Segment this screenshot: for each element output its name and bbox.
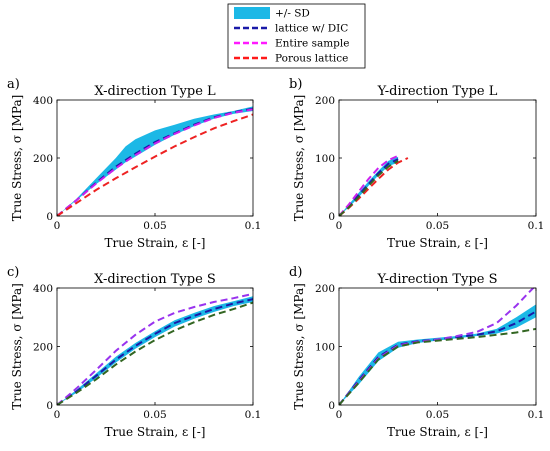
panel-label: c) — [7, 265, 19, 280]
x-tick-label: 0 — [336, 409, 343, 421]
x-tick-label: 0.05 — [143, 409, 166, 421]
plot-area — [339, 100, 536, 216]
series-line — [339, 327, 536, 405]
legend-swatch-band — [234, 7, 270, 19]
legend-label: +/- SD — [275, 8, 310, 20]
chart-panel: 0 0.05 0.1 0 200 400 X-direction Type L True St… — [7, 77, 261, 250]
panel-title: X-direction Type S — [94, 272, 216, 287]
series-line — [57, 113, 253, 216]
x-axis-label: True Strain, ε [-] — [105, 236, 206, 250]
series-line — [57, 301, 253, 405]
x-tick-label: 0.1 — [245, 220, 262, 232]
x-tick-label: 0 — [54, 220, 61, 232]
x-tick-label: 0.1 — [528, 220, 545, 232]
legend-label: Entire sample — [275, 38, 349, 50]
y-tick-label: 0 — [328, 211, 335, 223]
plot-area — [57, 100, 253, 216]
y-tick-label: 400 — [33, 95, 53, 107]
y-axis-label: True Stress, σ [MPa] — [10, 95, 24, 222]
legend-label: lattice w/ DIC — [275, 23, 348, 35]
series-line — [339, 160, 399, 216]
panel-label: d) — [289, 265, 302, 280]
sd-band — [339, 304, 536, 405]
chart-panel: 0 0.05 0.1 0 100 200 Y-direction Type L True St… — [289, 77, 544, 250]
x-tick-label: 0.1 — [528, 409, 545, 421]
chart-panels: 0 0.05 0.1 0 200 400 X-direction Type L True St… — [7, 77, 544, 439]
y-tick-label: 200 — [315, 283, 335, 295]
panel-label: b) — [289, 77, 302, 92]
panel-title: Y-direction Type S — [377, 272, 498, 287]
y-tick-label: 200 — [33, 153, 53, 165]
sd-band — [339, 156, 399, 216]
y-tick-label: 400 — [33, 283, 53, 295]
x-tick-label: 0 — [54, 409, 61, 421]
panel-title: X-direction Type L — [94, 84, 216, 99]
y-axis-label: True Stress, σ [MPa] — [292, 95, 306, 222]
y-axis-label: True Stress, σ [MPa] — [10, 283, 24, 410]
y-axis-label: True Stress, σ [MPa] — [292, 283, 306, 410]
panel-title: Y-direction Type L — [377, 84, 498, 99]
y-tick-label: 100 — [315, 153, 335, 165]
x-tick-label: 0.05 — [426, 409, 449, 421]
legend-label: Porous lattice — [275, 53, 348, 65]
x-axis-label: True Strain, ε [-] — [105, 425, 206, 439]
y-tick-label: 100 — [315, 342, 335, 354]
plot-area — [339, 288, 536, 405]
chart-panel: 0 0.05 0.1 0 200 400 X-direction Type S True St… — [7, 265, 261, 439]
x-tick-label: 0.05 — [143, 220, 166, 232]
y-tick-label: 0 — [328, 400, 335, 412]
x-tick-label: 0 — [336, 220, 343, 232]
x-tick-label: 0.05 — [426, 220, 449, 232]
x-axis-label: True Strain, ε [-] — [387, 425, 488, 439]
chart-panel: 0 0.05 0.1 0 100 200 Y-direction Type S True St… — [289, 265, 544, 439]
y-tick-label: 0 — [46, 211, 53, 223]
series-line — [57, 298, 253, 405]
legend: +/- SD lattice w/ DIC Entire sample Porous … — [227, 3, 366, 69]
panel-label: a) — [7, 77, 20, 92]
x-tick-label: 0.1 — [245, 409, 262, 421]
y-tick-label: 200 — [315, 95, 335, 107]
y-tick-label: 0 — [46, 400, 53, 412]
x-axis-label: True Strain, ε [-] — [387, 236, 488, 250]
series-line — [57, 108, 253, 216]
y-tick-label: 200 — [33, 342, 53, 354]
series-line — [339, 154, 399, 216]
